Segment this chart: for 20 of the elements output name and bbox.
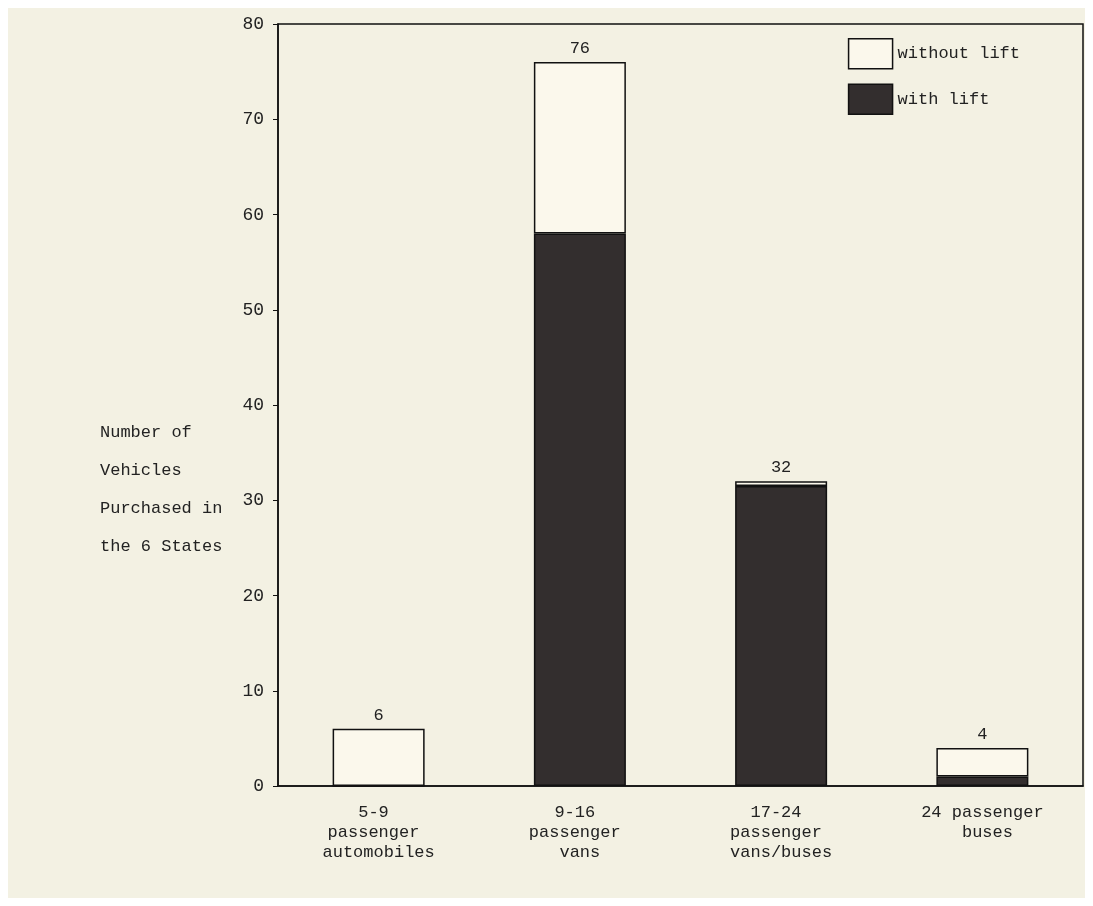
y-tick-label: 60 xyxy=(242,204,264,225)
x-tick-label: 17-24 passenger vans/buses xyxy=(730,802,833,862)
y-tick-label: 0 xyxy=(253,776,264,796)
x-tick-label: 5-9 passenger automobiles xyxy=(322,802,435,862)
y-tick-label: 70 xyxy=(242,109,264,130)
y-tick-label: 80 xyxy=(242,14,264,34)
y-tick-label: 30 xyxy=(242,490,264,511)
total-label: 76 xyxy=(569,39,591,59)
total-label: 4 xyxy=(977,724,988,744)
y-tick-label: 50 xyxy=(242,299,264,320)
x-tick-label: 9-16 passenger vans xyxy=(528,802,631,862)
y-tick-label: 40 xyxy=(242,395,264,415)
x-tick-label: 24 passenger buses xyxy=(921,802,1044,842)
y-tick-label: 20 xyxy=(242,585,264,606)
total-label: 32 xyxy=(770,458,792,478)
legend-label: with lift xyxy=(897,89,990,109)
legend-label: without lift xyxy=(897,44,1020,64)
total-label: 6 xyxy=(373,705,384,725)
y-axis-title: Number of Vehicles Purchased in the 6 States xyxy=(100,422,233,556)
y-tick-label: 10 xyxy=(242,680,264,701)
